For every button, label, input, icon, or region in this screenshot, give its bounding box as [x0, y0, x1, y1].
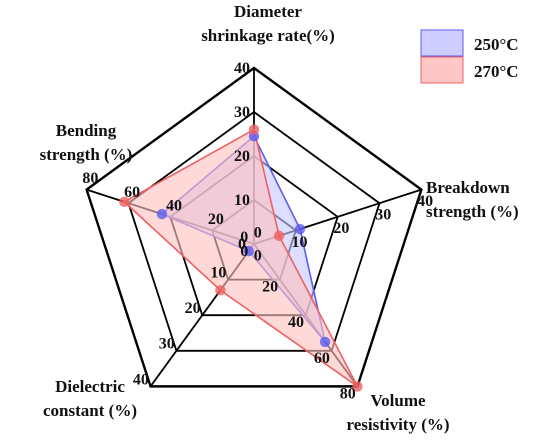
legend-label-2: 270°C	[474, 62, 519, 81]
axis-labels: Diameter shrinkage rate(%) Breakdown streng…	[40, 2, 519, 434]
legend-swatch-1	[420, 29, 464, 57]
axis-title-5: strength (%)	[40, 145, 133, 164]
axis-title-1: Diameter	[234, 2, 302, 21]
tick-label: 10	[234, 192, 250, 209]
tick-label: 30	[234, 104, 250, 121]
axis-title-3: resistivity (%)	[346, 415, 449, 434]
tick-label: 20	[208, 211, 224, 228]
axis-title-4: Dielectric	[55, 377, 125, 396]
tick-label: 40	[417, 193, 433, 210]
tick-label: 60	[124, 184, 140, 201]
tick-label: 40	[234, 60, 250, 77]
grid-ring-4	[85, 66, 423, 388]
tick-label: 0	[240, 229, 248, 246]
series-1-point-3	[319, 336, 331, 348]
tick-label: 40	[133, 371, 149, 388]
tick-label: 80	[340, 385, 356, 402]
axis-title-4: constant (%)	[43, 401, 137, 420]
tick-label: 0	[238, 236, 246, 253]
legend-swatch-2	[420, 56, 464, 84]
axis-title-3: Volume	[370, 391, 426, 410]
series-1-point-5	[156, 208, 168, 220]
tick-label: 20	[333, 220, 349, 237]
series-2-point-3	[352, 381, 363, 392]
tick-label: 40	[288, 314, 304, 331]
tick-labels: 0102030400102030400204060800102030400204…	[82, 60, 433, 402]
tick-label: 0	[240, 243, 248, 260]
legend-label-1: 250°C	[474, 35, 519, 54]
tick-label: 10	[292, 234, 308, 251]
tick-label: 0	[254, 225, 262, 242]
series-area-2	[122, 128, 359, 388]
tick-label: 10	[210, 265, 226, 282]
tick-label: 30	[375, 207, 391, 224]
series-2-point-2	[273, 230, 285, 242]
series-2-point-1	[248, 124, 260, 135]
series-2-point-4	[215, 285, 226, 296]
tick-label: 60	[314, 350, 330, 367]
tick-label: 20	[262, 279, 278, 296]
tick-label: 30	[159, 336, 175, 353]
axis-title-2: Breakdown	[426, 178, 510, 197]
series-1-point-2	[294, 223, 306, 235]
tick-label: 40	[166, 197, 182, 214]
legend: 250°C 270°C	[420, 29, 519, 84]
series-layer	[119, 124, 363, 392]
axis-title-1: shrinkage rate(%)	[201, 26, 335, 45]
series-1-point-4	[243, 245, 255, 257]
axis-title-5: Bending	[56, 121, 117, 140]
tick-label: 20	[185, 300, 201, 317]
tick-label: 80	[82, 170, 98, 187]
axis-title-2: strength (%)	[426, 202, 519, 221]
tick-label: 20	[234, 148, 250, 165]
tick-label: 0	[254, 247, 262, 264]
series-2-point-5	[119, 196, 130, 208]
